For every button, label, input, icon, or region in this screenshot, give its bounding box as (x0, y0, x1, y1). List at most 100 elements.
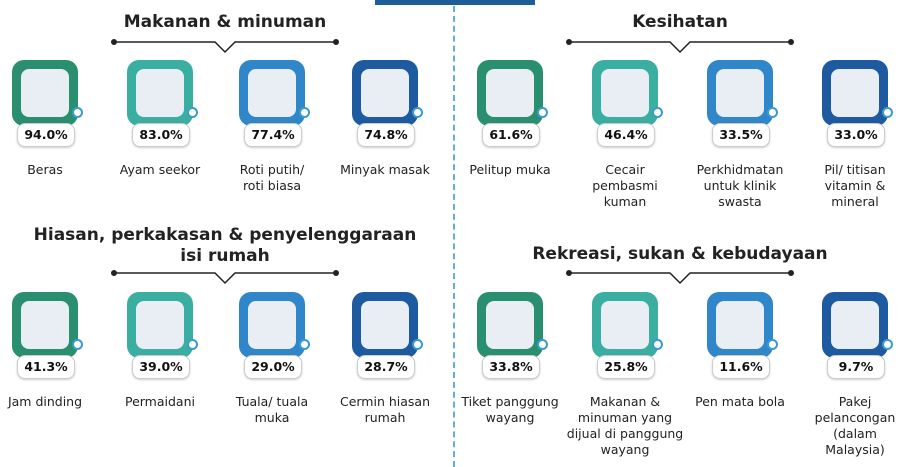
item-label: Minyak masak (325, 162, 445, 178)
icon-image (248, 301, 296, 349)
item-label: (dalam (795, 426, 907, 442)
icon-dot (537, 107, 548, 118)
icon-dot (652, 339, 663, 350)
icon-dot (299, 339, 310, 350)
icon-image (601, 69, 649, 117)
item-icon (477, 292, 543, 358)
item-label: wayang (565, 442, 685, 458)
bracket (110, 269, 350, 289)
item-label: kuman (565, 194, 685, 210)
item-icon (592, 292, 658, 358)
group-title: Rekreasi, sukan & kebudayaan (480, 244, 880, 265)
item-label: Pen mata bola (680, 394, 800, 410)
icon-dot (72, 107, 83, 118)
icon-image (21, 301, 69, 349)
item-label: Beras (0, 162, 105, 178)
bracket (565, 269, 805, 289)
icon-image (831, 69, 879, 117)
item-label: pembasmi (565, 178, 685, 194)
group-title: Makanan & minuman (25, 12, 425, 33)
item-label: Perkhidmatan (680, 162, 800, 178)
item-label: pelancongan (795, 410, 907, 426)
item-label: rumah (325, 410, 445, 426)
item-label: Ayam seekor (100, 162, 220, 178)
percent-badge: 33.5% (712, 123, 770, 147)
percent-badge: 41.3% (17, 355, 75, 379)
icon-dot (882, 339, 893, 350)
bracket (565, 38, 805, 58)
item-label: roti biasa (212, 178, 332, 194)
item-label: Cecair (565, 162, 685, 178)
icon-image (248, 69, 296, 117)
item-icon (12, 60, 78, 126)
percent-badge: 28.7% (357, 355, 415, 379)
item-label: Cermin hiasan (325, 394, 445, 410)
item-icon (127, 60, 193, 126)
icon-image (21, 69, 69, 117)
item-label: untuk klinik (680, 178, 800, 194)
icon-image (486, 69, 534, 117)
icon-image (601, 301, 649, 349)
icon-image (136, 69, 184, 117)
item-label: Pil/ titisan (795, 162, 907, 178)
icon-dot (767, 339, 778, 350)
item-icon (707, 292, 773, 358)
icon-dot (767, 107, 778, 118)
icon-image (831, 301, 879, 349)
item-label: Pelitup muka (450, 162, 570, 178)
percent-badge: 29.0% (244, 355, 302, 379)
group-title: Kesihatan (480, 12, 880, 33)
item-label: vitamin & (795, 178, 907, 194)
icon-image (361, 69, 409, 117)
item-label: Permaidani (100, 394, 220, 410)
percent-badge: 77.4% (244, 123, 302, 147)
item-label: Malaysia) (795, 442, 907, 458)
icon-dot (537, 339, 548, 350)
item-icon (127, 292, 193, 358)
item-icon (352, 292, 418, 358)
icon-image (486, 301, 534, 349)
item-label: Roti putih/ (212, 162, 332, 178)
percent-badge: 11.6% (712, 355, 770, 379)
icon-image (136, 301, 184, 349)
icon-dot (882, 107, 893, 118)
item-icon (12, 292, 78, 358)
group-title: isi rumah (25, 246, 425, 267)
icon-dot (412, 339, 423, 350)
icon-image (716, 301, 764, 349)
top-bar (375, 0, 535, 5)
item-label: Tiket panggung (450, 394, 570, 410)
icon-dot (72, 339, 83, 350)
item-label: muka (212, 410, 332, 426)
percent-badge: 33.8% (482, 355, 540, 379)
item-icon (239, 292, 305, 358)
icon-dot (652, 107, 663, 118)
percent-badge: 74.8% (357, 123, 415, 147)
icon-dot (187, 339, 198, 350)
icon-image (361, 301, 409, 349)
infographic: Makanan & minuman94.0%Beras83.0%Ayam see… (0, 0, 907, 467)
icon-dot (412, 107, 423, 118)
percent-badge: 39.0% (132, 355, 190, 379)
item-icon (592, 60, 658, 126)
item-icon (822, 292, 888, 358)
percent-badge: 61.6% (482, 123, 540, 147)
item-label: Pakej (795, 394, 907, 410)
item-icon (707, 60, 773, 126)
percent-badge: 83.0% (132, 123, 190, 147)
item-label: minuman yang (565, 410, 685, 426)
icon-dot (299, 107, 310, 118)
item-label: Tuala/ tuala (212, 394, 332, 410)
item-icon (822, 60, 888, 126)
percent-badge: 9.7% (827, 355, 885, 379)
percent-badge: 33.0% (827, 123, 885, 147)
item-icon (352, 60, 418, 126)
percent-badge: 46.4% (597, 123, 655, 147)
bracket (110, 38, 350, 58)
item-label: Jam dinding (0, 394, 105, 410)
item-icon (239, 60, 305, 126)
item-label: swasta (680, 194, 800, 210)
icon-dot (187, 107, 198, 118)
item-label: Makanan & (565, 394, 685, 410)
group-title: Hiasan, perkakasan & penyelenggaraan (25, 225, 425, 246)
